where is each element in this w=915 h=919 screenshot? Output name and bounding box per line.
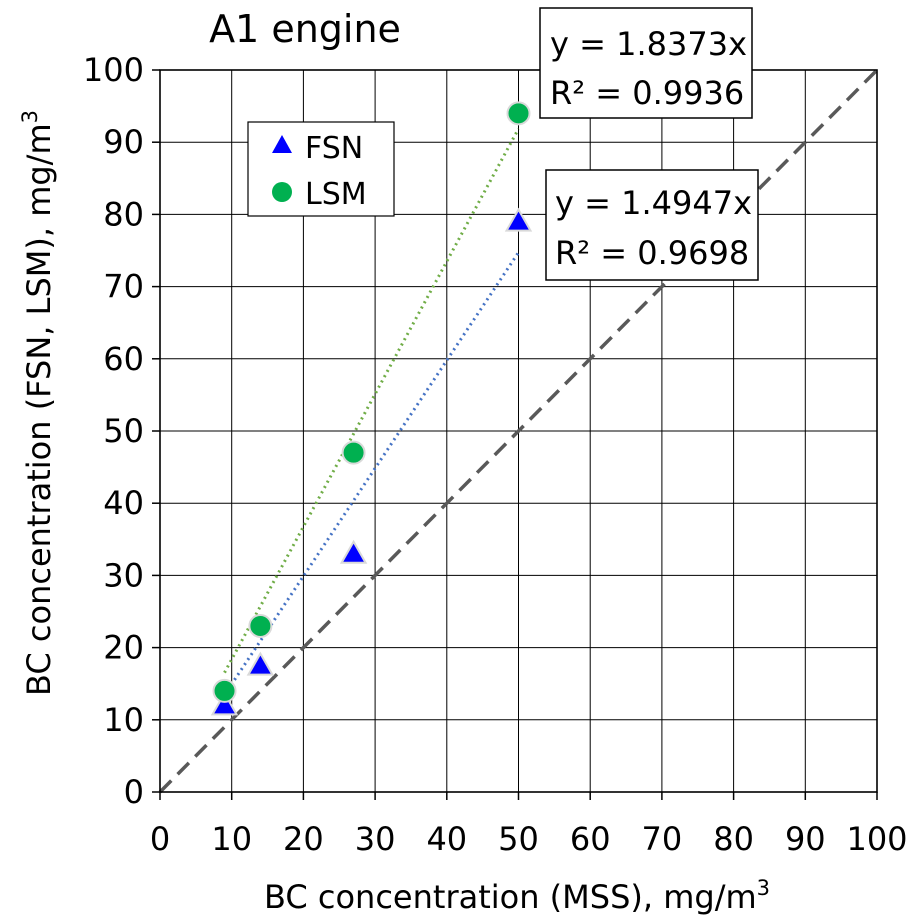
fsn-equation-box: y = 1.4947x R² = 0.9698 bbox=[545, 169, 759, 281]
legend-fsn-marker bbox=[272, 135, 292, 153]
point-lsm bbox=[506, 101, 531, 126]
x-tick-label: 70 bbox=[642, 820, 683, 858]
one-to-one-line bbox=[158, 68, 879, 794]
x-axis-label-text: BC concentration (MSS), mg/m bbox=[264, 878, 757, 916]
x-tick-label: 90 bbox=[785, 820, 826, 858]
legend-fsn-label: FSN bbox=[305, 131, 363, 166]
y-tick-label: 100 bbox=[83, 51, 144, 89]
point-fsn bbox=[246, 651, 275, 676]
y-tick-label: 10 bbox=[103, 701, 144, 739]
y-tick-label: 0 bbox=[124, 773, 144, 811]
lsm-equation-line1: y = 1.8373x bbox=[550, 25, 747, 63]
chart-title: A1 engine bbox=[209, 7, 401, 51]
y-axis-label-text: BC concentration (FSN, LSM), mg/m bbox=[20, 123, 58, 696]
point-lsm bbox=[248, 613, 273, 638]
reference-line-group bbox=[158, 68, 879, 794]
y-tick-label: 70 bbox=[103, 268, 144, 306]
x-axis-label: BC concentration (MSS), mg/m3 bbox=[264, 876, 770, 916]
point-fsn bbox=[504, 207, 533, 232]
y-tick-label: 80 bbox=[103, 195, 144, 233]
legend-lsm-label: LSM bbox=[305, 177, 367, 212]
y-axis-label: BC concentration (FSN, LSM), mg/m3 bbox=[18, 110, 58, 696]
y-tick-label: 30 bbox=[103, 556, 144, 594]
trendline-fsn bbox=[223, 251, 520, 696]
x-tick-label: 30 bbox=[355, 820, 396, 858]
trendline-lsm bbox=[223, 128, 520, 674]
data-points bbox=[210, 101, 533, 716]
x-tick-labels: 0 10 20 30 40 50 60 70 80 90 100 bbox=[150, 792, 908, 858]
lsm-equation-frame bbox=[539, 7, 753, 119]
y-axis-label-sup: 3 bbox=[18, 110, 42, 123]
fsn-equation-line2: R² = 0.9698 bbox=[555, 234, 749, 272]
point-fsn bbox=[339, 539, 368, 564]
x-tick-label: 0 bbox=[150, 820, 170, 858]
x-axis-label-sup: 3 bbox=[757, 876, 770, 900]
legend: FSN LSM bbox=[247, 121, 395, 217]
x-tick-label: 40 bbox=[426, 820, 467, 858]
x-tick-label: 80 bbox=[713, 820, 754, 858]
point-lsm bbox=[341, 440, 366, 465]
lsm-equation-line2: R² = 0.9936 bbox=[550, 74, 744, 112]
y-tick-label: 40 bbox=[103, 484, 144, 522]
y-tick-label: 20 bbox=[103, 629, 144, 667]
x-tick-label: 50 bbox=[498, 820, 539, 858]
y-tick-labels: 0 10 20 30 40 50 60 70 80 90 100 bbox=[83, 51, 160, 811]
x-tick-label: 20 bbox=[283, 820, 324, 858]
trendlines bbox=[223, 128, 520, 696]
x-tick-label: 10 bbox=[211, 820, 252, 858]
point-fsn bbox=[210, 691, 239, 716]
legend-box bbox=[247, 121, 395, 217]
x-tick-label: 60 bbox=[570, 820, 611, 858]
fsn-equation-frame bbox=[545, 169, 759, 281]
legend-lsm-marker bbox=[272, 182, 292, 202]
x-tick-label: 100 bbox=[846, 820, 907, 858]
y-tick-label: 60 bbox=[103, 340, 144, 378]
y-tick-label: 90 bbox=[103, 123, 144, 161]
y-tick-label: 50 bbox=[103, 412, 144, 450]
fsn-equation-line1: y = 1.4947x bbox=[555, 184, 752, 222]
point-lsm bbox=[212, 678, 237, 703]
lsm-equation-box: y = 1.8373x R² = 0.9936 bbox=[539, 7, 753, 119]
